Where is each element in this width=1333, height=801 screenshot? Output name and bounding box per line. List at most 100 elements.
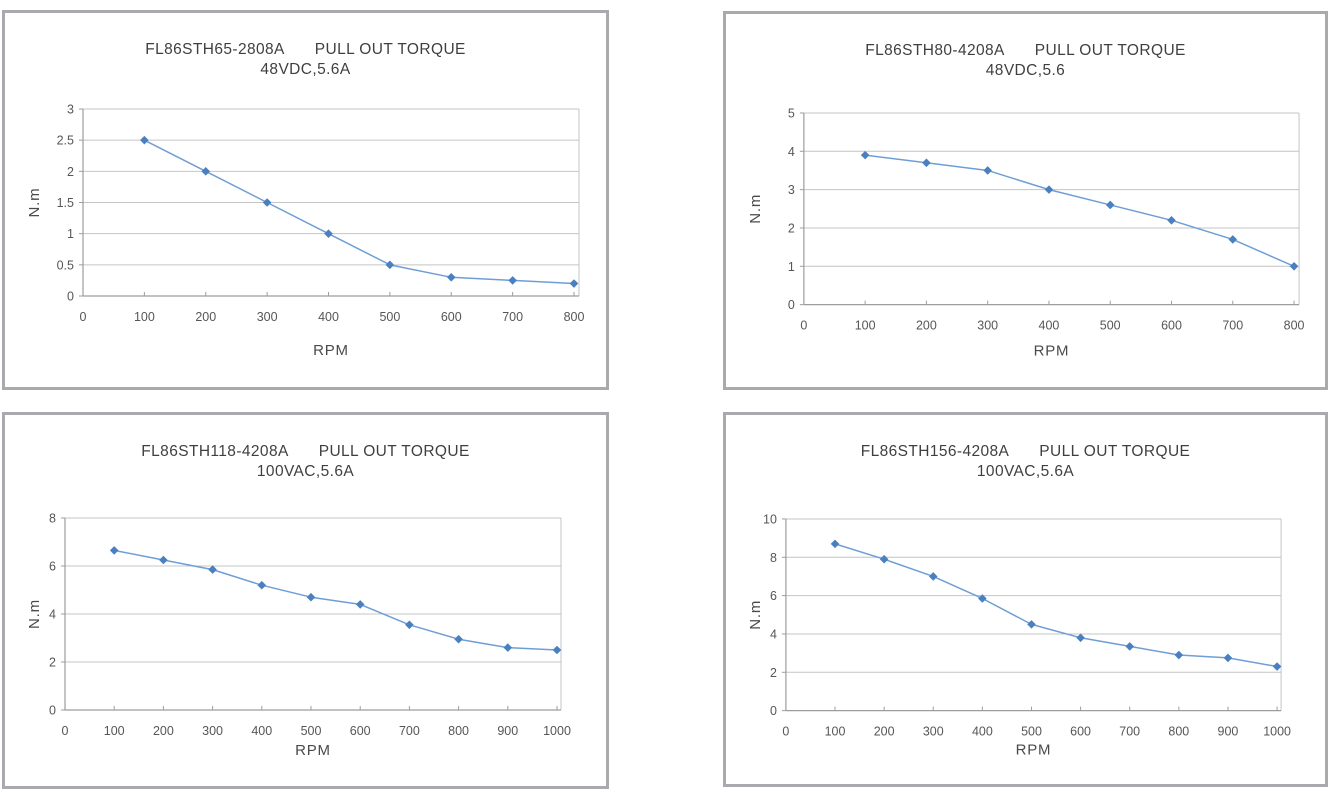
x-tick-label: 300	[923, 725, 944, 739]
y-tick-label: 2	[770, 666, 777, 680]
data-point-marker	[569, 279, 579, 288]
chart-panel-fl86sth80: FL86STH80-4208A PULL OUT TORQUE 48VDC,5.…	[723, 11, 1328, 390]
x-axis-title: RPM	[295, 742, 331, 759]
x-axis-title: RPM	[313, 342, 349, 359]
x-tick-label: 800	[564, 310, 585, 324]
torque-chart-svg: 0 2 4 6 8 0 100 200 300 400 500 600 700 800 900 1000 N.m…	[26, 512, 571, 760]
data-point-marker	[983, 166, 992, 175]
y-tick-label: 1.5	[57, 196, 74, 210]
y-tick-label: 2	[67, 165, 74, 179]
data-point-marker	[324, 229, 333, 238]
x-tick-label: 200	[874, 725, 895, 739]
torque-curve	[865, 154, 1295, 267]
y-tick-label: 6	[770, 589, 777, 603]
chart-subtitle: 100VAC,5.6A	[256, 463, 355, 480]
y-tick-label: 5	[788, 106, 795, 120]
x-tick-label: 700	[1222, 319, 1243, 333]
x-tick-label: 1000	[1263, 725, 1291, 739]
torque-chart-svg: 0 0.5 1 1.5 2 2.5 3 0 100 200 300 400 500 600 700 800 N.…	[26, 103, 585, 360]
data-point-marker	[306, 592, 316, 602]
y-tick-label: 0	[49, 704, 56, 718]
x-axis-title: RPM	[1016, 742, 1052, 759]
data-point-marker	[1272, 662, 1282, 671]
data-point-marker	[1027, 620, 1036, 629]
y-tick-label: 1	[788, 260, 795, 274]
y-tick-label: 1	[67, 227, 74, 241]
data-point-marker	[109, 546, 119, 555]
torque-curve	[114, 549, 558, 651]
x-tick-label: 300	[257, 310, 278, 324]
x-tick-label: 100	[104, 724, 125, 738]
chart-subtitle: 100VAC,5.6A	[976, 463, 1075, 480]
data-point-marker	[1044, 185, 1054, 194]
data-point-marker	[503, 643, 513, 652]
data-point-marker	[1076, 633, 1085, 643]
chart-title-text: PULL OUT TORQUE	[1039, 443, 1191, 460]
y-axis-title: N.m	[747, 600, 764, 630]
chart-model-label: FL86STH65-2808A	[145, 41, 285, 58]
chart-title: FL86STH65-2808A PULL OUT TORQUE 48VDC,5.…	[5, 40, 606, 80]
data-point-marker	[1167, 215, 1176, 225]
y-tick-label: 0	[788, 298, 795, 312]
chart-model-label: FL86STH118-4208A	[141, 443, 289, 460]
chart-title-text: PULL OUT TORQUE	[318, 443, 470, 460]
x-tick-label: 0	[782, 725, 789, 739]
y-axis-title: N.m	[747, 194, 764, 224]
y-tick-label: 0.5	[57, 258, 74, 272]
data-point-marker	[922, 158, 931, 168]
chart-title-text: PULL OUT TORQUE	[314, 41, 466, 58]
y-tick-label: 4	[770, 627, 777, 641]
x-tick-label: 400	[251, 724, 272, 738]
x-tick-label: 600	[350, 724, 371, 738]
torque-chart-svg: 0 1 2 3 4 5 0 100 200 300 400 500 600 700 800 N.m RPM	[747, 106, 1305, 359]
x-tick-label: 400	[972, 725, 993, 739]
data-point-marker	[446, 273, 456, 282]
x-tick-label: 500	[301, 724, 322, 738]
data-point-marker	[1125, 642, 1135, 651]
chart-model-label: FL86STH156-4208A	[860, 443, 1010, 460]
y-tick-label: 3	[67, 103, 74, 117]
data-point-marker	[879, 554, 889, 564]
x-tick-label: 500	[379, 310, 400, 324]
chart-panel-fl86sth65: FL86STH65-2808A PULL OUT TORQUE 48VDC,5.…	[2, 10, 609, 390]
chart-panel-fl86sth156: FL86STH156-4208A PULL OUT TORQUE 100VAC,…	[723, 412, 1328, 787]
y-tick-label: 4	[788, 145, 795, 159]
data-point-marker	[860, 150, 870, 160]
y-tick-label: 0	[67, 290, 74, 304]
x-tick-label: 400	[318, 310, 339, 324]
y-axis-title: N.m	[26, 599, 43, 629]
x-tick-label: 600	[1070, 725, 1091, 739]
x-tick-label: 1000	[543, 724, 571, 738]
x-tick-label: 700	[399, 724, 420, 738]
chart-subtitle: 48VDC,5.6A	[260, 61, 351, 78]
data-point-marker	[830, 539, 840, 549]
x-tick-label: 100	[825, 725, 846, 739]
y-tick-label: 3	[788, 183, 795, 197]
data-point-marker	[928, 572, 938, 581]
data-point-marker	[978, 594, 987, 603]
x-tick-label: 800	[1284, 319, 1305, 333]
chart-panel-fl86sth118: FL86STH118-4208A PULL OUT TORQUE 100VAC,…	[2, 412, 609, 789]
chart-title: FL86STH80-4208A PULL OUT TORQUE 48VDC,5.…	[726, 41, 1325, 81]
data-point-marker	[1105, 200, 1115, 210]
x-tick-label: 400	[1039, 319, 1060, 333]
x-tick-label: 600	[441, 310, 462, 324]
y-tick-label: 10	[763, 512, 777, 526]
x-tick-label: 700	[502, 310, 523, 324]
x-tick-label: 500	[1100, 319, 1121, 333]
torque-curve	[834, 543, 1278, 668]
data-point-marker	[208, 565, 217, 574]
y-tick-label: 2	[49, 656, 56, 670]
data-point-marker	[508, 276, 517, 285]
y-tick-label: 2	[788, 221, 795, 235]
y-tick-label: 8	[49, 512, 56, 526]
chart-subtitle: 48VDC,5.6	[985, 62, 1066, 79]
x-tick-label: 0	[80, 310, 87, 324]
x-tick-label: 200	[195, 310, 216, 324]
x-tick-label: 900	[1218, 725, 1239, 739]
data-point-marker	[262, 198, 272, 207]
y-tick-label: 6	[49, 560, 56, 574]
data-point-marker	[201, 167, 211, 176]
